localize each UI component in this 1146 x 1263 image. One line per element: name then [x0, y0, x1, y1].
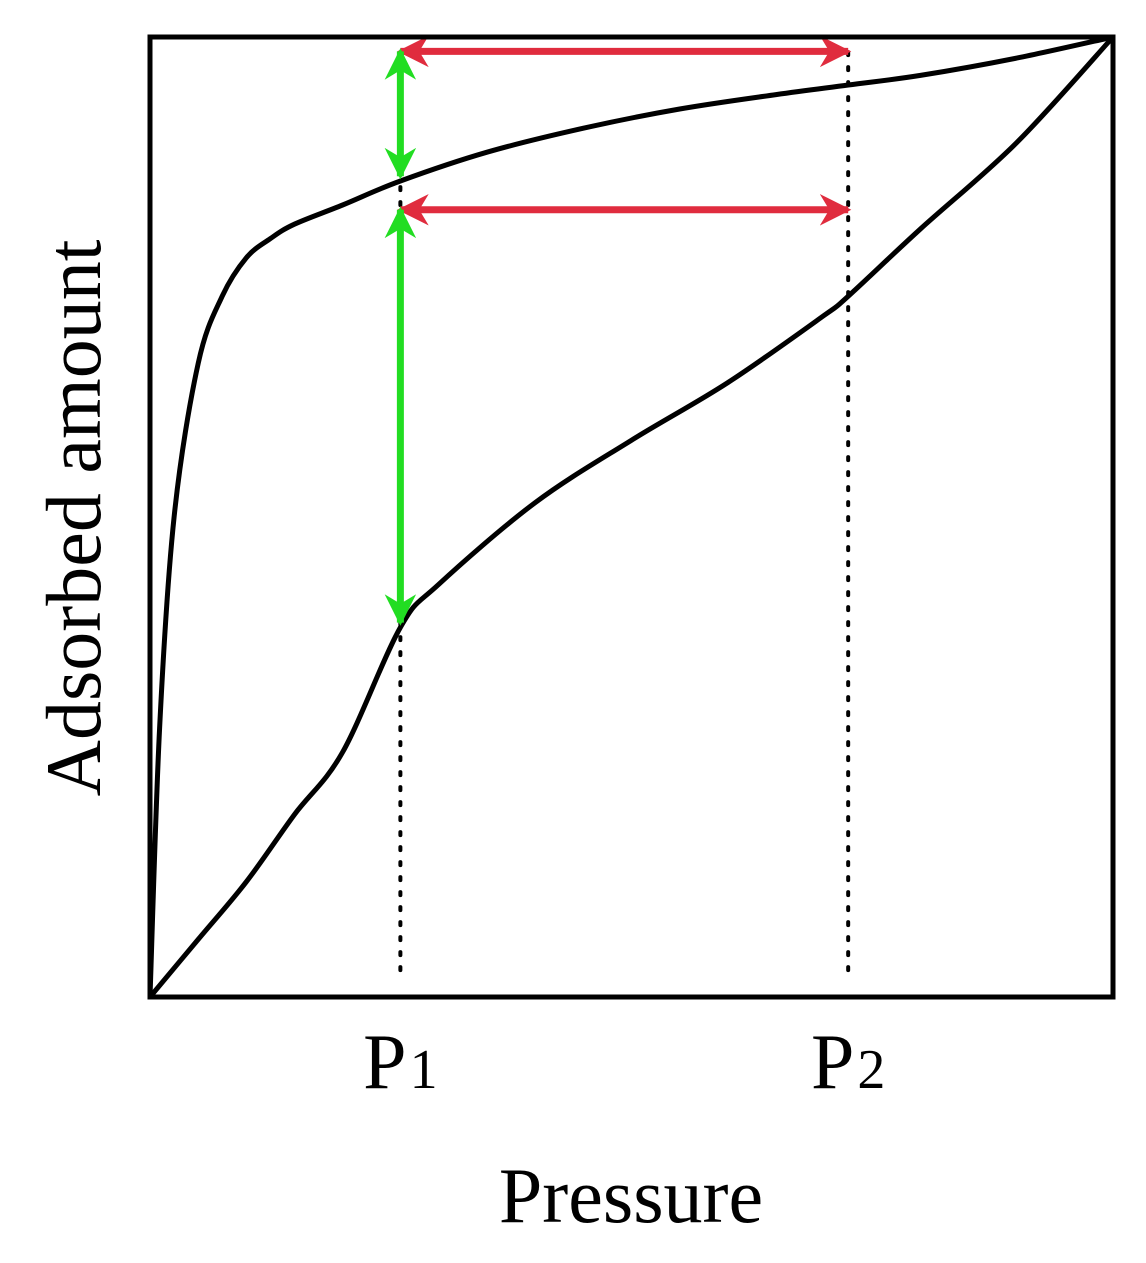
series-line-1 [147, 34, 1116, 1000]
y-axis-label: Adsorbed amount [30, 239, 117, 796]
x-tick-label-1: P1 [363, 1018, 437, 1105]
x-tick-labels: P1 P2 [363, 1018, 885, 1105]
series-line-2 [147, 34, 1116, 1000]
x-tick-label-2: P2 [811, 1018, 885, 1105]
reference-lines [398, 49, 851, 973]
isotherm-curves [147, 34, 1116, 1000]
x-axis-label: Pressure [499, 1152, 763, 1239]
plot-frame [147, 34, 1116, 1000]
difference-arrows [384, 35, 852, 626]
